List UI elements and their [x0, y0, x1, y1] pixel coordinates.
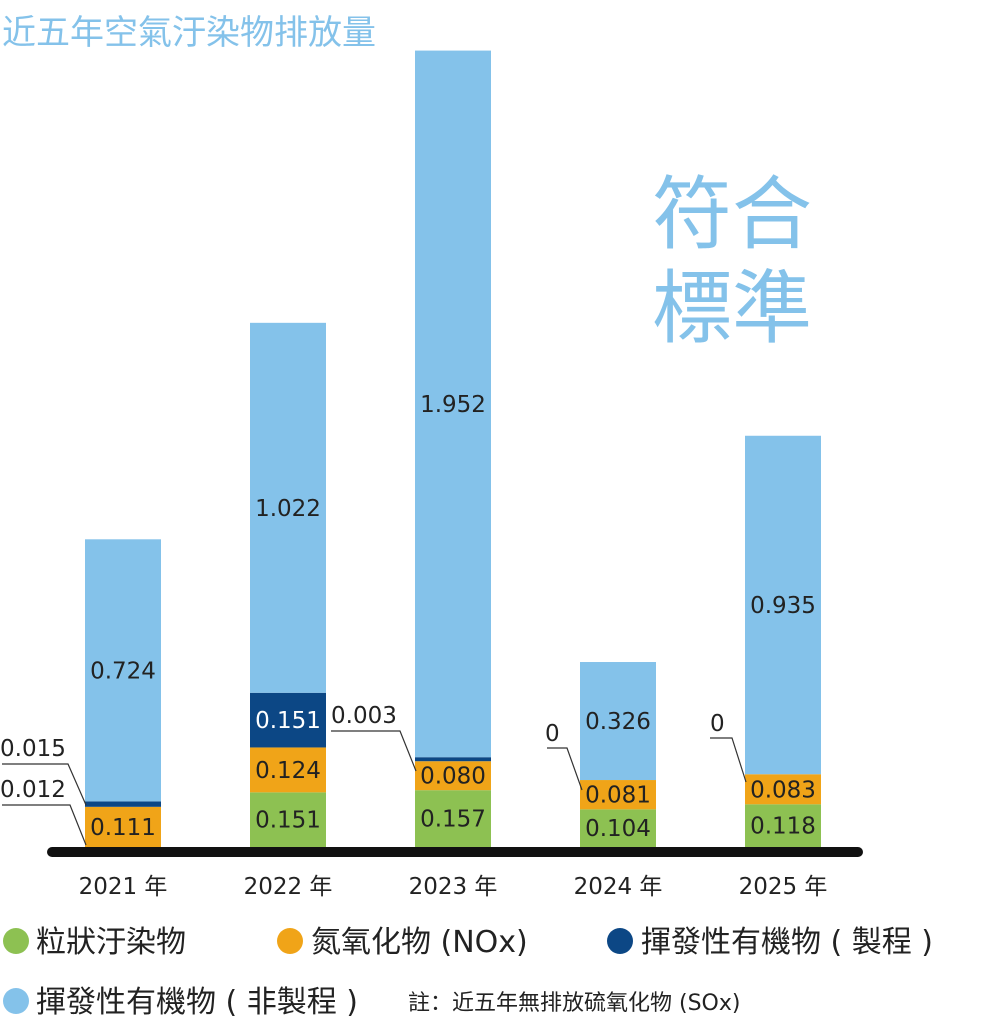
bar-2-series-3: [250, 692, 326, 748]
bar-value-label: 0.104: [585, 816, 651, 842]
legend-swatch: [277, 928, 303, 954]
bar-1-series-3: [85, 801, 161, 807]
bar-value-label: 0.080: [420, 764, 486, 790]
bar-value-label: 0.124: [255, 758, 321, 784]
legend: 粒狀汙染物 氮氧化物 (NOx) 揮發性有機物 ( 製程 ) 揮發性有機物 ( 非製程…: [3, 925, 933, 1020]
x-tick-label: 2021 年: [79, 874, 168, 900]
bar-value-label: 0.935: [750, 593, 816, 619]
callout-label: 0.003: [331, 703, 397, 729]
x-tick-label: 2024 年: [574, 874, 663, 900]
bar-value-label: 0.724: [90, 658, 156, 684]
legend-swatch: [3, 928, 29, 954]
bar-5-series-1: [745, 804, 821, 847]
legend-label: 揮發性有機物 ( 非製程 ): [36, 985, 358, 1020]
compliance-stamp-line2: 標準: [652, 262, 812, 355]
x-tick-label: 2023 年: [409, 874, 498, 900]
callouts-layer: 0.015 0.012 0.003 0 0: [0, 703, 747, 846]
x-tick-label: 2022 年: [244, 874, 333, 900]
legend-label: 揮發性有機物 ( 製程 ): [641, 925, 933, 960]
bar-value-label: 0.083: [750, 777, 816, 803]
bar-1-series-4: [85, 539, 161, 802]
bar-value-label: 0.118: [750, 814, 816, 840]
callout-leader-line: [2, 763, 87, 806]
bar-value-label: 0.151: [255, 708, 321, 734]
x-axis-ticks: 2021 年 2022 年 2023 年 2024 年 2025 年: [79, 874, 828, 900]
bar-3-series-1: [415, 790, 491, 847]
bar-5-series-4: [745, 435, 821, 775]
bar-4-series-2: [580, 780, 656, 810]
bar-2-series-2: [250, 747, 326, 793]
bar-value-label: 0.111: [90, 815, 156, 841]
legend-swatch: [607, 928, 633, 954]
bar-3-series-4: [415, 50, 491, 758]
bar-2-series-4: [250, 322, 326, 693]
callout-leader-line: [331, 730, 417, 772]
callout-leader-line: [547, 747, 583, 791]
callout-label: 0.015: [0, 736, 66, 762]
bar-5-series-2: [745, 774, 821, 805]
chart-title: 近五年空氣汙染物排放量: [2, 13, 376, 53]
footnote: 註：近五年無排放硫氧化物 (SOx): [408, 991, 740, 1016]
x-tick-label: 2025 年: [739, 874, 828, 900]
bar-value-label: 0.326: [585, 709, 651, 735]
callout-leader-line: [710, 737, 747, 783]
bar-3-series-3: [415, 757, 491, 762]
bar-4-series-4: [580, 662, 656, 781]
legend-label: 氮氧化物 (NOx): [311, 925, 528, 960]
legend-swatch: [3, 988, 29, 1014]
bar-value-label: 0.157: [420, 807, 486, 833]
callout-label: 0: [545, 721, 560, 747]
bar-2-series-1: [250, 792, 326, 847]
bars-layer: 0.111 0.724 0.151 0.124 0.151 1.022 0.157 0.080…: [85, 50, 821, 847]
bar-4-series-1: [580, 809, 656, 847]
bar-3-series-2: [415, 761, 491, 791]
compliance-stamp-line1: 符合: [652, 168, 812, 261]
legend-label: 粒狀汙染物: [36, 925, 186, 960]
bar-value-label: 0.081: [585, 783, 651, 809]
bar-1-series-2: [85, 806, 161, 847]
bar-value-label: 1.022: [255, 496, 321, 522]
bar-value-label: 0.151: [255, 808, 321, 834]
bar-value-label: 1.952: [420, 392, 486, 418]
callout-leader-line: [2, 804, 87, 846]
callout-label: 0.012: [0, 777, 66, 803]
callout-label: 0: [710, 711, 725, 737]
